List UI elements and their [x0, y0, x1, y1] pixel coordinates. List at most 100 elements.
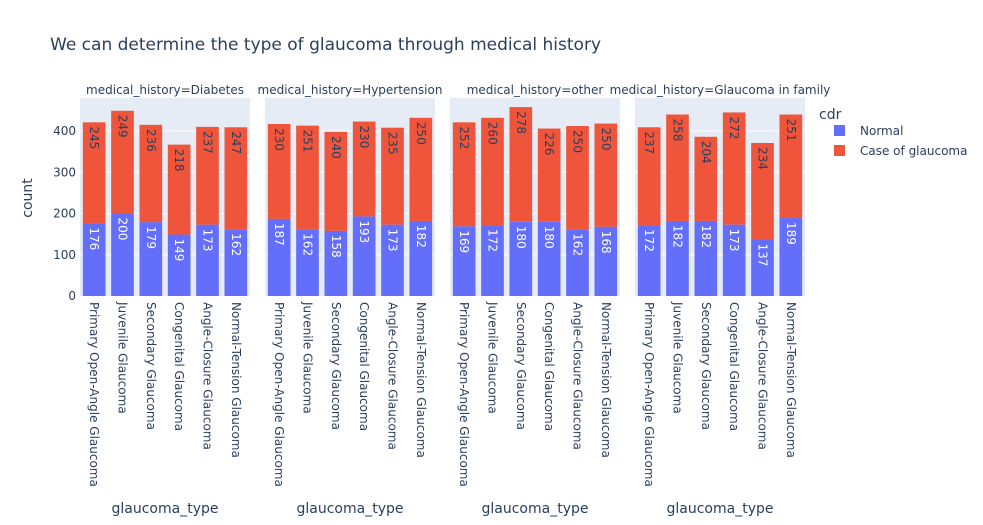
bar-normal[interactable]	[267, 218, 291, 296]
facet-panel-medical-history-glaucoma-in-family: medical_history=Glaucoma in family 172 237…	[610, 83, 831, 517]
data-label: 180	[542, 226, 556, 249]
bar-normal[interactable]	[409, 220, 433, 296]
data-label: 245	[87, 126, 101, 149]
data-label: 176	[87, 227, 101, 250]
data-label: 193	[357, 220, 371, 243]
bar-case-of-glaucoma[interactable]	[751, 142, 774, 240]
x-tick-label: Congenital Glaucoma	[727, 302, 741, 431]
data-label: 158	[329, 235, 343, 258]
bar-case-of-glaucoma[interactable]	[224, 127, 248, 230]
bar-case-of-glaucoma[interactable]	[111, 110, 134, 214]
bar-normal[interactable]	[722, 224, 746, 296]
bar-case-of-glaucoma[interactable]	[779, 114, 803, 219]
bar-normal[interactable]	[779, 218, 803, 296]
x-tick-label: Normal-Tension Glaucoma	[599, 302, 613, 458]
legend-swatch-case-of-glaucoma[interactable]	[834, 145, 845, 156]
bar-normal[interactable]	[509, 221, 533, 296]
bar-case-of-glaucoma[interactable]	[666, 114, 689, 221]
x-tick-label: Juvenile Glaucoma	[486, 301, 500, 414]
x-tick-label: Congenital Glaucoma	[357, 302, 371, 431]
data-label: 189	[784, 222, 798, 245]
bar-case-of-glaucoma[interactable]	[296, 125, 319, 230]
bar-normal[interactable]	[167, 234, 191, 296]
bar-normal[interactable]	[324, 230, 348, 296]
bar-normal[interactable]	[481, 225, 504, 296]
bar-normal[interactable]	[537, 221, 561, 296]
bar-normal[interactable]	[637, 225, 661, 296]
bar-normal[interactable]	[82, 223, 106, 296]
bar-case-of-glaucoma[interactable]	[409, 117, 433, 221]
x-axis-title: glaucoma_type	[667, 501, 774, 517]
data-label: 172	[486, 229, 500, 252]
bar-normal[interactable]	[594, 226, 618, 296]
bar-case-of-glaucoma[interactable]	[481, 117, 504, 226]
x-tick-label: Normal-Tension Glaucoma	[229, 302, 243, 458]
facet-title: medical_history=Hypertension	[258, 83, 443, 97]
bar-normal[interactable]	[352, 216, 376, 296]
bar-case-of-glaucoma[interactable]	[637, 127, 661, 226]
data-label: 169	[457, 230, 471, 253]
y-tick-label: 0	[68, 289, 76, 303]
x-tick-label: Normal-Tension Glaucoma	[784, 302, 798, 458]
facets-group: medical_history=Diabetes 0 100 200 300 400 176…	[53, 83, 830, 517]
bar-normal[interactable]	[452, 226, 476, 296]
x-tick-label: Congenital Glaucoma	[542, 302, 556, 431]
bar-case-of-glaucoma[interactable]	[167, 144, 191, 235]
bar-case-of-glaucoma[interactable]	[722, 112, 746, 225]
bar-normal[interactable]	[296, 229, 319, 296]
x-tick-label: Primary Open-Angle Glaucoma	[87, 302, 101, 487]
legend-label-normal[interactable]: Normal	[860, 124, 903, 138]
bar-case-of-glaucoma[interactable]	[82, 122, 106, 224]
bar-normal[interactable]	[196, 224, 219, 296]
bar-normal[interactable]	[381, 224, 404, 296]
data-label: 137	[756, 243, 770, 266]
bar-normal[interactable]	[751, 239, 774, 296]
data-label: 230	[357, 126, 371, 149]
bar-case-of-glaucoma[interactable]	[381, 127, 404, 225]
x-tick-label: Secondary Glaucoma	[329, 302, 343, 430]
bar-normal[interactable]	[139, 222, 163, 296]
data-label: 182	[414, 225, 428, 248]
bar-normal[interactable]	[224, 229, 248, 296]
bar-case-of-glaucoma[interactable]	[694, 136, 718, 221]
data-label: 236	[144, 129, 158, 152]
bar-case-of-glaucoma[interactable]	[352, 121, 376, 217]
x-tick-label: Primary Open-Angle Glaucoma	[642, 302, 656, 487]
x-axis-title: glaucoma_type	[482, 501, 589, 517]
x-tick-label: Primary Open-Angle Glaucoma	[457, 302, 471, 487]
bar-case-of-glaucoma[interactable]	[139, 124, 163, 223]
bar-normal[interactable]	[566, 229, 589, 296]
x-tick-label: Juvenile Glaucoma	[301, 301, 315, 414]
x-tick-label: Angle-Closure Glaucoma	[386, 302, 400, 450]
data-label: 162	[571, 233, 585, 256]
bar-normal[interactable]	[666, 220, 689, 296]
bar-case-of-glaucoma[interactable]	[509, 107, 533, 222]
facet-title: medical_history=other	[467, 83, 604, 97]
bar-case-of-glaucoma[interactable]	[452, 122, 476, 227]
data-label: 204	[699, 141, 713, 164]
legend-label-case-of-glaucoma[interactable]: Case of glaucoma	[860, 144, 967, 158]
bar-case-of-glaucoma[interactable]	[324, 131, 348, 231]
data-label: 173	[386, 229, 400, 252]
x-tick-label: Angle-Closure Glaucoma	[756, 302, 770, 450]
facet-title: medical_history=Glaucoma in family	[610, 83, 831, 97]
data-label: 187	[272, 223, 286, 246]
data-label: 172	[642, 229, 656, 252]
bar-case-of-glaucoma[interactable]	[196, 126, 219, 225]
data-label: 168	[599, 231, 613, 254]
legend-title: cdr	[819, 107, 842, 123]
bar-case-of-glaucoma[interactable]	[594, 123, 618, 227]
bar-case-of-glaucoma[interactable]	[267, 123, 291, 219]
x-tick-label: Secondary Glaucoma	[514, 302, 528, 430]
bar-normal[interactable]	[694, 220, 718, 296]
legend: cdr Normal Case of glaucoma	[819, 107, 967, 158]
data-label: 230	[272, 128, 286, 151]
x-tick-label: Congenital Glaucoma	[172, 302, 186, 431]
data-label: 149	[172, 239, 186, 262]
bar-case-of-glaucoma[interactable]	[537, 128, 561, 222]
x-tick-label: Juvenile Glaucoma	[671, 301, 685, 414]
bar-case-of-glaucoma[interactable]	[566, 126, 589, 230]
legend-swatch-normal[interactable]	[834, 125, 845, 136]
bar-normal[interactable]	[111, 213, 134, 297]
x-tick-label: Primary Open-Angle Glaucoma	[272, 302, 286, 487]
